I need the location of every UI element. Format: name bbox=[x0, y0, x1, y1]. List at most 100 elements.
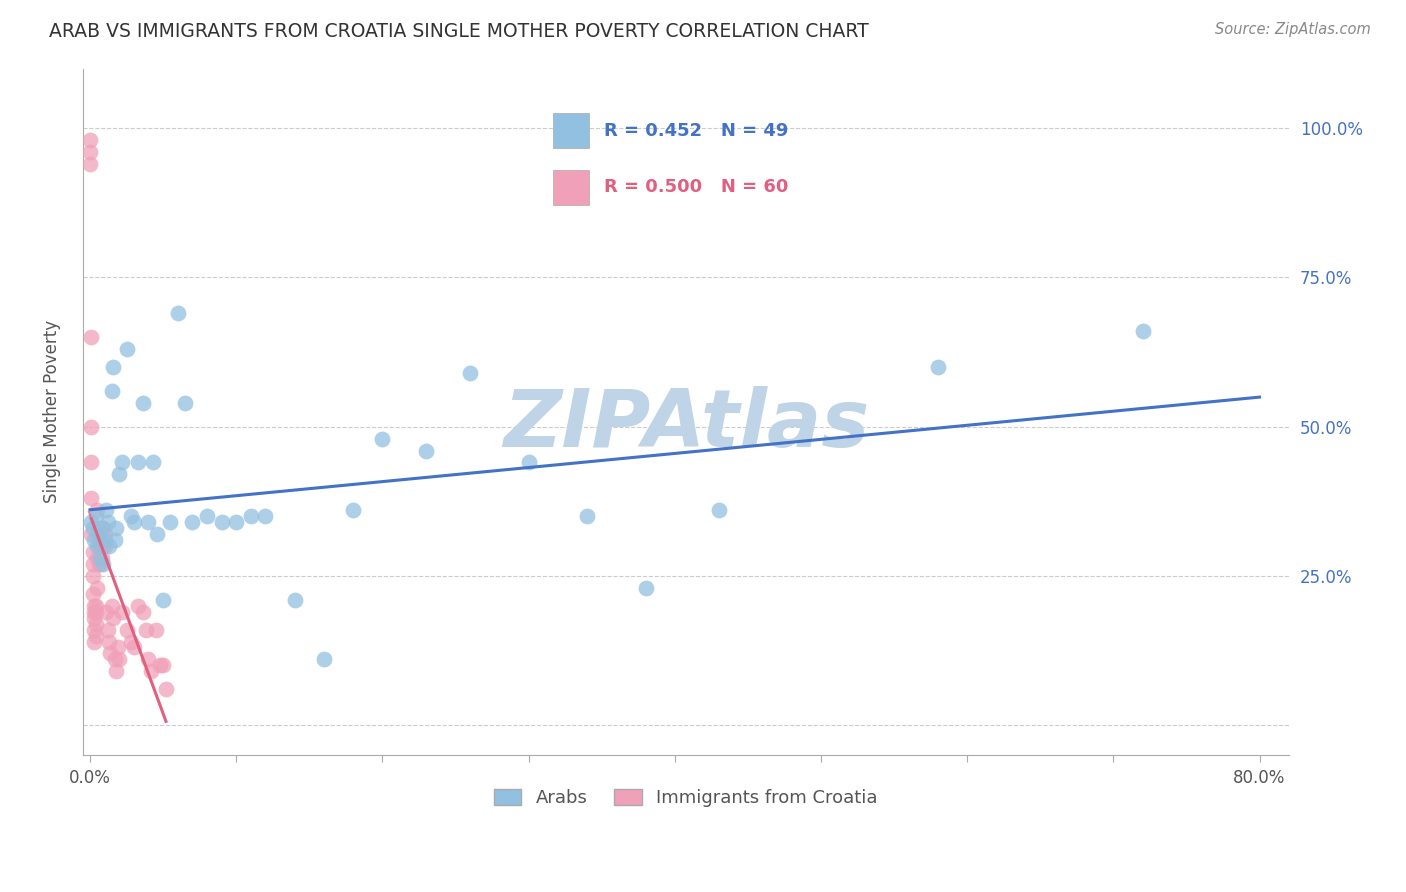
Point bbox=[84, 509, 107, 524]
Point bbox=[79, 157, 101, 171]
Point bbox=[80, 455, 103, 469]
Point bbox=[90, 539, 112, 553]
Point bbox=[82, 521, 104, 535]
Point bbox=[84, 599, 107, 613]
Point bbox=[195, 509, 218, 524]
Point bbox=[105, 521, 128, 535]
Point bbox=[104, 652, 127, 666]
Point bbox=[82, 545, 104, 559]
Text: ZIPAtlas: ZIPAtlas bbox=[502, 386, 869, 465]
Point bbox=[122, 640, 145, 655]
Point bbox=[80, 527, 103, 541]
Point bbox=[87, 539, 110, 553]
Point bbox=[80, 515, 103, 529]
Point bbox=[96, 623, 118, 637]
Point bbox=[84, 605, 107, 619]
Point bbox=[97, 634, 120, 648]
Point bbox=[101, 384, 124, 398]
Point bbox=[79, 133, 101, 147]
Point bbox=[86, 550, 108, 565]
Point bbox=[152, 592, 174, 607]
Point bbox=[707, 503, 730, 517]
Point bbox=[115, 623, 138, 637]
Point bbox=[103, 610, 125, 624]
Point bbox=[89, 557, 111, 571]
Point bbox=[634, 581, 657, 595]
Point bbox=[89, 550, 111, 565]
Point bbox=[91, 557, 114, 571]
Point bbox=[122, 515, 145, 529]
Point bbox=[82, 569, 104, 583]
Point bbox=[104, 533, 127, 547]
Point bbox=[108, 467, 131, 482]
Point bbox=[87, 527, 110, 541]
Point bbox=[181, 515, 204, 529]
Point bbox=[82, 557, 104, 571]
Point bbox=[86, 539, 108, 553]
Point bbox=[90, 521, 112, 535]
Point bbox=[83, 634, 105, 648]
Point bbox=[152, 658, 174, 673]
Point bbox=[94, 605, 117, 619]
Point bbox=[131, 396, 153, 410]
Point bbox=[91, 539, 114, 553]
Point bbox=[342, 503, 364, 517]
Point bbox=[86, 527, 108, 541]
Point bbox=[145, 623, 167, 637]
Point bbox=[254, 509, 277, 524]
Point bbox=[84, 616, 107, 631]
Legend: Arabs, Immigrants from Croatia: Arabs, Immigrants from Croatia bbox=[486, 781, 884, 814]
Point bbox=[120, 509, 142, 524]
Point bbox=[211, 515, 233, 529]
Point bbox=[415, 443, 437, 458]
Point bbox=[100, 647, 122, 661]
Point bbox=[927, 359, 949, 374]
Point bbox=[93, 539, 115, 553]
Point bbox=[87, 527, 110, 541]
Point bbox=[83, 599, 105, 613]
Point bbox=[166, 306, 188, 320]
Point bbox=[120, 634, 142, 648]
Point bbox=[138, 652, 160, 666]
Point bbox=[155, 682, 177, 697]
Point bbox=[103, 359, 125, 374]
Point bbox=[108, 652, 131, 666]
Y-axis label: Single Mother Poverty: Single Mother Poverty bbox=[44, 320, 60, 503]
Point bbox=[134, 623, 156, 637]
Point bbox=[83, 605, 105, 619]
Point bbox=[89, 527, 111, 541]
Point bbox=[159, 515, 181, 529]
Text: Source: ZipAtlas.com: Source: ZipAtlas.com bbox=[1215, 22, 1371, 37]
Point bbox=[111, 455, 134, 469]
Point bbox=[127, 455, 149, 469]
Point bbox=[239, 509, 262, 524]
Point bbox=[146, 527, 169, 541]
Point bbox=[1132, 324, 1154, 338]
Point bbox=[97, 539, 120, 553]
Point bbox=[312, 652, 335, 666]
Point bbox=[225, 515, 247, 529]
Point bbox=[80, 330, 103, 344]
Point bbox=[127, 599, 149, 613]
Point bbox=[93, 533, 115, 547]
Point bbox=[141, 665, 163, 679]
Point bbox=[91, 521, 114, 535]
Point bbox=[284, 592, 307, 607]
Point bbox=[131, 605, 153, 619]
Point bbox=[90, 550, 112, 565]
Point bbox=[83, 533, 105, 547]
Point bbox=[115, 342, 138, 356]
Point bbox=[107, 640, 129, 655]
Point bbox=[83, 623, 105, 637]
Point bbox=[138, 515, 160, 529]
Point bbox=[517, 455, 540, 469]
Point bbox=[142, 455, 165, 469]
Point bbox=[174, 396, 197, 410]
Point bbox=[96, 515, 118, 529]
Point bbox=[83, 610, 105, 624]
Point bbox=[86, 503, 108, 517]
Point bbox=[371, 432, 394, 446]
Point bbox=[87, 557, 110, 571]
Point bbox=[86, 581, 108, 595]
Point bbox=[105, 665, 128, 679]
